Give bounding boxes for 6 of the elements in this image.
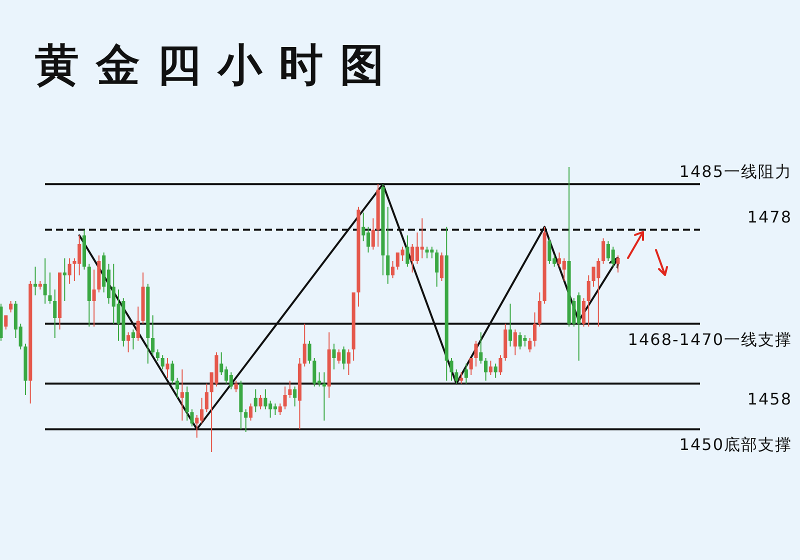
text: 1468-1470一线支撑 [628,330,792,349]
text: 1485一线阻力 [679,162,792,182]
text: 1450底部支撑 [679,435,792,454]
title: 黄金四小时图 [35,40,401,91]
text: 1478 [747,208,792,227]
text: 1458 [747,390,792,409]
